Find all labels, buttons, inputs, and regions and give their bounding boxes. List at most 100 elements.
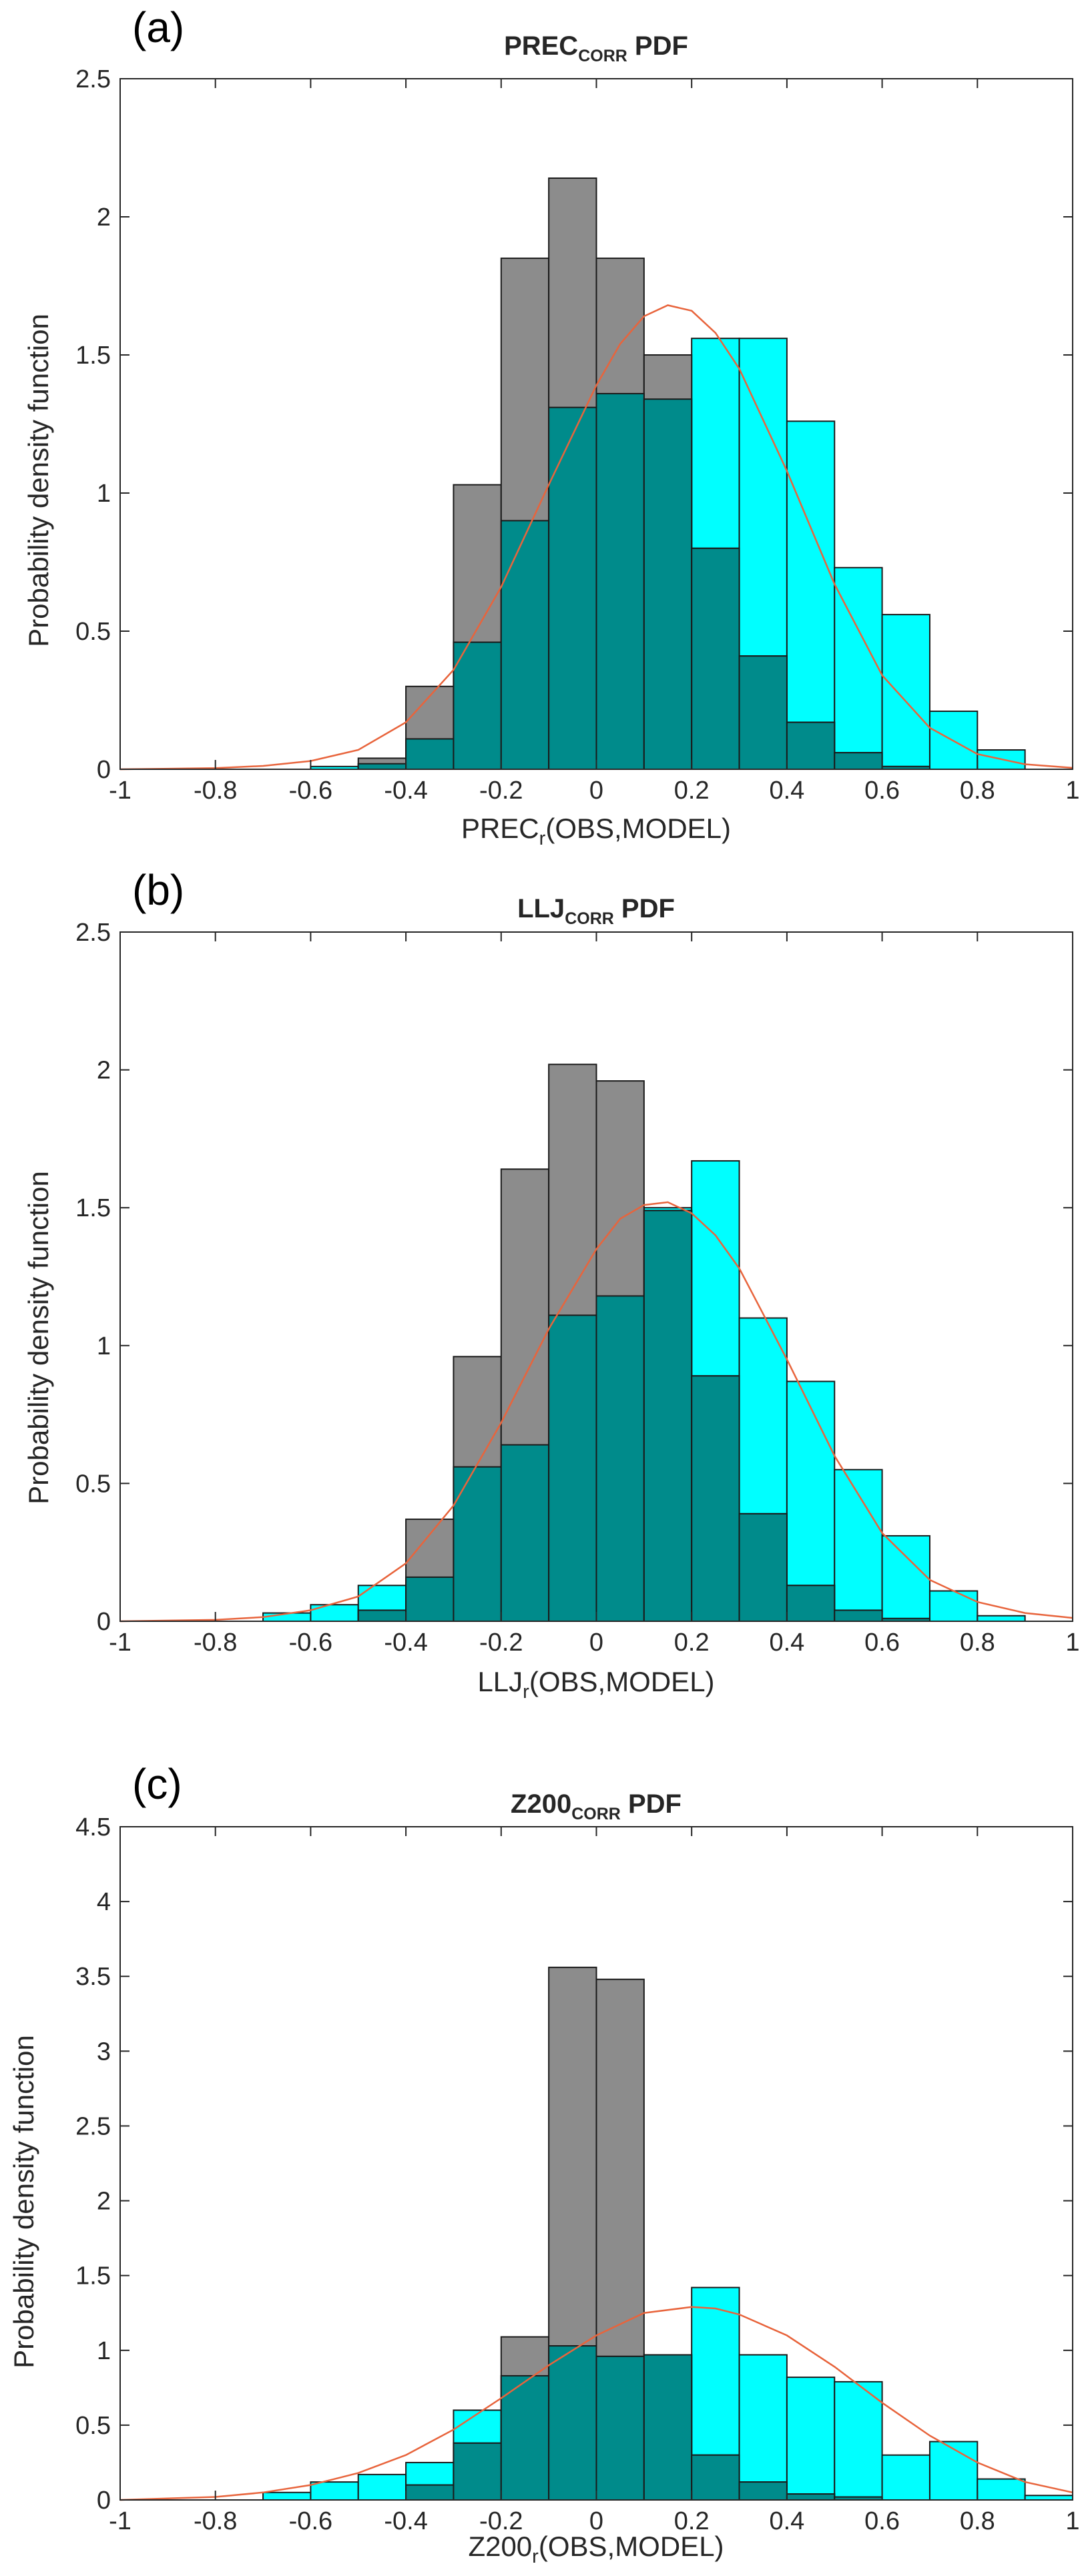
overlap-bar (834, 752, 883, 771)
cyan-bar (310, 1604, 359, 1623)
cyan-bar (357, 2473, 407, 2501)
x-tick-label: -0.6 (289, 2507, 332, 2535)
cyan-bar (881, 1535, 930, 1622)
x-tick-label: 0.8 (960, 1629, 995, 1657)
chart-title: PRECCORR PDF (504, 31, 688, 65)
cyan-bar (786, 420, 836, 770)
fitted-curve (119, 1201, 1073, 1623)
x-tick-label: 0.4 (769, 2507, 804, 2535)
y-tick-label: 0 (97, 2487, 111, 2515)
y-tick-label: 3.5 (75, 1963, 111, 1991)
overlap-bar (453, 1466, 502, 1622)
y-tick-label: 2.5 (75, 65, 111, 93)
y-tick-label: 0.5 (75, 2412, 111, 2440)
x-tick-label: -1 (109, 2507, 131, 2535)
y-tick-label: 1 (97, 1332, 111, 1360)
overlap-bar (405, 738, 455, 770)
x-tick-label: -0.2 (479, 777, 523, 805)
overlap-bar (643, 398, 693, 770)
y-tick-label: 1 (97, 480, 111, 508)
y-tick-label: 1.5 (75, 342, 111, 370)
fitted-curve (119, 304, 1073, 771)
overlap-bar (786, 2493, 836, 2501)
x-tick-label: 0.2 (674, 777, 710, 805)
x-axis-label: LLJr(OBS,MODEL) (477, 1666, 714, 1703)
bars-layer (262, 1063, 1026, 1623)
overlap-bar (548, 2345, 597, 2501)
x-axis-label: PRECr(OBS,MODEL) (461, 813, 731, 849)
overlap-bar (500, 520, 550, 771)
x-tick-label: 0 (589, 1629, 603, 1657)
y-tick-label: 2 (97, 2188, 111, 2216)
overlap-bar (548, 1314, 597, 1623)
y-tick-label: 0.5 (75, 1470, 111, 1498)
overlap-bar (786, 1585, 836, 1622)
x-tick-label: 0.6 (864, 777, 900, 805)
bars-layer (262, 1966, 1074, 2501)
overlap-bar (834, 1609, 883, 1622)
y-tick-label: 2 (97, 1057, 111, 1085)
y-tick-label: 4 (97, 1888, 111, 1916)
cyan-bar (881, 614, 930, 770)
overlap-bar (595, 1295, 645, 1622)
x-tick-label: -0.2 (479, 2507, 523, 2535)
overlap-bar (405, 2484, 455, 2501)
x-tick-label: -0.8 (194, 1629, 237, 1657)
overlap-bar (453, 641, 502, 770)
cyan-bar (310, 2481, 359, 2501)
chart-title: LLJCORR PDF (517, 894, 675, 928)
overlap-bar (786, 721, 836, 770)
x-tick-label: 0.6 (864, 1629, 900, 1657)
x-tick-label: 0.2 (674, 1629, 710, 1657)
y-tick-label: 0.5 (75, 618, 111, 646)
overlap-bar (595, 392, 645, 770)
chart-title: Z200CORR PDF (511, 1789, 682, 1823)
x-tick-label: 1 (1065, 2507, 1079, 2535)
cyan-bar (1024, 2495, 1074, 2501)
overlap-bar (691, 547, 740, 770)
overlap-bar (548, 406, 597, 770)
x-tick-label: -0.4 (384, 2507, 427, 2535)
overlap-bar (643, 2354, 693, 2501)
cyan-bar (834, 2381, 883, 2501)
panel-label: (b) (132, 866, 184, 914)
panel-c: (c) Z200CORR PDF Probability density fun… (8, 1760, 1080, 2567)
cyan-bar (977, 1615, 1026, 1623)
overlap-bar (405, 1576, 455, 1622)
y-tick-label: 2.5 (75, 919, 111, 947)
x-tick-label: 0.8 (960, 777, 995, 805)
cyan-bar (881, 2454, 930, 2501)
cyan-bar (786, 2377, 836, 2501)
y-tick-label: 0 (97, 1608, 111, 1636)
x-tick-label: -0.4 (384, 1629, 427, 1657)
x-tick-label: 1 (1065, 777, 1079, 805)
overlap-bar (500, 2375, 550, 2501)
y-tick-label: 0 (97, 756, 111, 784)
x-tick-label: 0.8 (960, 2507, 995, 2535)
y-tick-label: 1.5 (75, 1194, 111, 1222)
overlap-bar (500, 1444, 550, 1622)
y-axis-label: Probability density function (23, 314, 54, 647)
x-tick-label: 1 (1065, 1629, 1079, 1657)
panel-label: (c) (132, 1760, 182, 1808)
y-tick-label: 3 (97, 2038, 111, 2066)
x-tick-label: -1 (109, 1629, 131, 1657)
overlap-bar (691, 2454, 740, 2501)
cyan-bar (834, 1468, 883, 1622)
x-tick-label: -0.2 (479, 1629, 523, 1657)
y-axis-label: Probability density function (8, 2035, 39, 2369)
y-tick-label: 2 (97, 203, 111, 232)
panel-label: (a) (132, 3, 184, 51)
x-tick-label: -0.6 (289, 1629, 332, 1657)
overlap-bar (357, 763, 407, 770)
y-tick-label: 1 (97, 2337, 111, 2365)
x-axis-label: Z200r(OBS,MODEL) (468, 2531, 724, 2567)
overlap-bar (595, 2355, 645, 2501)
fitted-curve (119, 2306, 1073, 2501)
overlap-bar (357, 1609, 407, 1622)
panel-b: (b) LLJCORR PDF Probability density func… (23, 866, 1080, 1703)
y-tick-label: 2.5 (75, 2112, 111, 2140)
x-tick-label: -0.8 (194, 2507, 237, 2535)
overlap-bar (738, 1513, 788, 1623)
